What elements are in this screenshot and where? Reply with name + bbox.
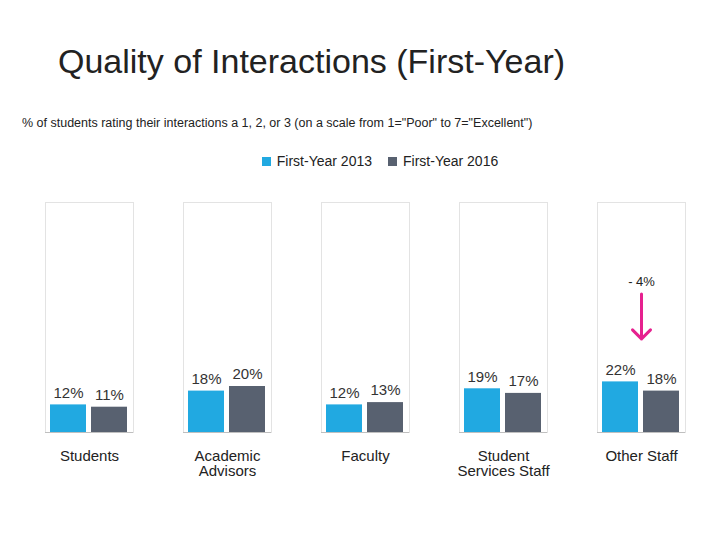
html-text:First-Year 2013: First-Year 2013 — [276, 153, 372, 169]
html-text:Quality of Interactions (First: Quality of Interactions (First-Year) — [58, 42, 565, 80]
svg-text:12%: 12% — [329, 384, 359, 401]
svg-text:18%: 18% — [191, 370, 221, 387]
svg-text:StudentServices Staff: StudentServices Staff — [457, 447, 550, 479]
svg-text:18%: 18% — [646, 370, 676, 387]
svg-text:22%: 22% — [605, 361, 635, 378]
svg-text:13%: 13% — [370, 381, 400, 398]
svg-text:11%: 11% — [95, 386, 124, 403]
svg-text:Students: Students — [60, 447, 119, 464]
html-text:First-Year 2016: First-Year 2016 — [403, 153, 499, 169]
html-text:% of students rating their int: % of students rating their interactions … — [22, 116, 533, 130]
svg-text:20%: 20% — [232, 365, 262, 382]
svg-text:19%: 19% — [467, 368, 497, 385]
svg-text:Other Staff: Other Staff — [605, 447, 678, 464]
svg-text:AcademicAdvisors: AcademicAdvisors — [195, 447, 261, 479]
svg-text:Faculty: Faculty — [341, 447, 390, 464]
svg-text:- 4%: - 4% — [628, 274, 655, 289]
svg-text:17%: 17% — [508, 372, 538, 389]
svg-text:12%: 12% — [53, 384, 83, 401]
